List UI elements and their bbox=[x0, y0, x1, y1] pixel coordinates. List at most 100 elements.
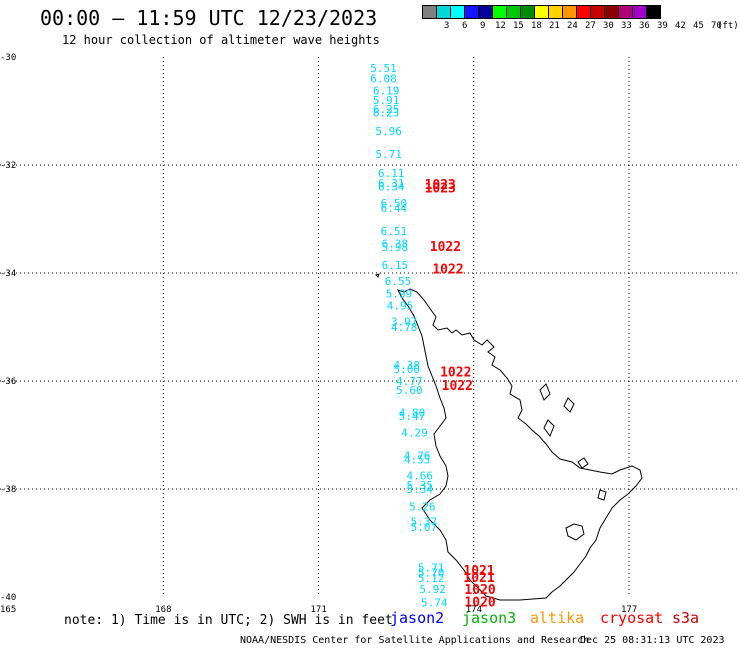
wave-height-value: 6.25 bbox=[373, 103, 400, 116]
time-label: 1021 bbox=[463, 571, 494, 586]
footer-credit: NOAA/NESDIS Center for Satellite Applica… bbox=[240, 635, 590, 646]
wave-height-value: 6.34 bbox=[378, 181, 405, 194]
east-cape-islands bbox=[577, 457, 607, 501]
wave-height-value: 5.71 bbox=[418, 561, 445, 574]
wave-height-value: 5.99 bbox=[386, 288, 413, 301]
time-label: 1022 bbox=[432, 263, 463, 278]
wave-height-value: 6.23 bbox=[373, 107, 400, 120]
latitude-label: -40 bbox=[0, 593, 16, 603]
wave-height-value: 5.12 bbox=[418, 572, 445, 585]
time-label: 1022 bbox=[442, 379, 473, 394]
map-title: 00:00 – 11:59 UTC 12/23/2023 bbox=[40, 6, 378, 30]
wave-height-value: 6.11 bbox=[378, 167, 405, 180]
color-scale-label: 18 bbox=[531, 21, 542, 31]
wave-height-value: 6.55 bbox=[385, 275, 412, 288]
wave-height-value: 5.47 bbox=[399, 410, 426, 423]
color-scale-label: 39 bbox=[657, 21, 668, 31]
latitude-label: -30 bbox=[0, 53, 16, 63]
footer-timestamp: Dec 25 08:31:13 UTC 2023 bbox=[580, 635, 725, 646]
wave-height-value: 5.96 bbox=[375, 125, 402, 138]
wave-height-value: 6.51 bbox=[381, 225, 408, 238]
wave-height-value: 6.50 bbox=[381, 197, 408, 210]
wave-height-value: 4.78 bbox=[391, 321, 418, 334]
time-label: 1021 bbox=[463, 564, 494, 579]
wave-height-value: 5.07 bbox=[411, 521, 438, 534]
map-grid bbox=[0, 57, 740, 597]
footnote: note: 1) Time is in UTC; 2) SWH is in fe… bbox=[64, 613, 393, 628]
map-subtitle: 12 hour collection of altimeter wave hei… bbox=[62, 33, 380, 47]
color-scale-label: 42 bbox=[675, 21, 686, 31]
time-label: 1020 bbox=[464, 583, 495, 598]
wave-height-value: 6.08 bbox=[370, 73, 397, 86]
color-scale-label: 45 bbox=[693, 21, 704, 31]
wave-height-value: 6.19 bbox=[373, 84, 400, 97]
latitude-label: -34 bbox=[0, 269, 16, 279]
wave-height-value: 5.51 bbox=[370, 62, 397, 75]
time-label: 1022 bbox=[440, 365, 471, 380]
coastline bbox=[375, 273, 643, 601]
wave-height-value: 5.37 bbox=[411, 515, 438, 528]
wave-height-value: 4.95 bbox=[387, 299, 414, 312]
wave-height-value: 4.38 bbox=[394, 359, 421, 372]
latitude-label: -32 bbox=[0, 161, 16, 171]
legend-jason2: jason2 bbox=[390, 609, 445, 627]
color-scale-label: 33 bbox=[621, 21, 632, 31]
color-scale-swatch bbox=[646, 5, 661, 19]
color-scale-label: 12 bbox=[495, 21, 506, 31]
wave-height-value: 5.92 bbox=[419, 583, 446, 596]
wave-height-value: 5.60 bbox=[396, 384, 423, 397]
latitude-label: -38 bbox=[0, 485, 16, 495]
color-scale-label: 21 bbox=[549, 21, 560, 31]
north-island-coastline bbox=[397, 288, 643, 601]
time-label: 1020 bbox=[464, 595, 495, 610]
longitude-label: 174 bbox=[466, 605, 482, 615]
wave-height-value: 5.35 bbox=[406, 479, 433, 492]
wave-height-value: 5.70 bbox=[418, 567, 445, 580]
kapiti-island bbox=[375, 273, 380, 278]
longitude-label: 168 bbox=[155, 605, 171, 615]
wave-height-value: 5.00 bbox=[394, 363, 421, 376]
longitude-label: 171 bbox=[311, 605, 327, 615]
legend-cryosat: cryosat bbox=[600, 609, 664, 627]
wave-height-value: 4.76 bbox=[404, 450, 431, 463]
color-scale-label: 24 bbox=[567, 21, 578, 31]
wave-height-value: 6.44 bbox=[381, 202, 408, 215]
wave-height-value: 5.34 bbox=[406, 483, 433, 496]
wave-height-value: 6.38 bbox=[382, 237, 409, 250]
legend-s3a: s3a bbox=[672, 609, 700, 627]
wave-height-value: 4.77 bbox=[396, 375, 423, 388]
color-scale-label: 70 bbox=[711, 21, 722, 31]
color-scale-label: 6 bbox=[462, 21, 468, 31]
wave-height-value: 3.97 bbox=[391, 316, 418, 329]
wave-height-value: 6.15 bbox=[382, 259, 409, 272]
latitude-label: -36 bbox=[0, 377, 16, 387]
wave-height-value: 4.29 bbox=[401, 426, 428, 439]
wave-height-value: 5.26 bbox=[409, 500, 436, 513]
wave-height-value: 5.74 bbox=[421, 596, 448, 609]
wave-height-labels: 5.516.086.195.916.256.23 5.96 5.71 6.116.31… bbox=[370, 62, 448, 610]
wave-height-value: 4.66 bbox=[406, 470, 433, 483]
wave-height-value: 5.91 bbox=[373, 94, 400, 107]
wave-height-value: 4.80 bbox=[399, 406, 426, 419]
color-scale-bar bbox=[422, 5, 661, 19]
color-scale-label: 27 bbox=[585, 21, 596, 31]
color-scale-label: 9 bbox=[480, 21, 486, 31]
wave-height-value: 5.71 bbox=[375, 148, 402, 161]
wave-height-value: 5.98 bbox=[382, 241, 409, 254]
color-scale-label: 15 bbox=[513, 21, 524, 31]
time-label: 1023 bbox=[425, 178, 456, 193]
wave-height-value: 6.31 bbox=[378, 177, 405, 190]
color-scale-label: 30 bbox=[603, 21, 614, 31]
color-scale-label: 36 bbox=[639, 21, 650, 31]
color-scale-label: 3 bbox=[444, 21, 450, 31]
wave-height-value: 4.55 bbox=[404, 453, 431, 466]
axis-labels: -30 -32 -34 -36 -38 -40 165 168 171 174 177 bbox=[0, 53, 637, 615]
time-label: 1022 bbox=[430, 240, 461, 255]
legend-jason3: jason3 bbox=[462, 609, 517, 627]
longitude-label: 165 bbox=[0, 605, 16, 615]
lake-taupo bbox=[565, 523, 585, 541]
time-label: 1023 bbox=[425, 182, 456, 197]
longitude-label: 177 bbox=[621, 605, 637, 615]
